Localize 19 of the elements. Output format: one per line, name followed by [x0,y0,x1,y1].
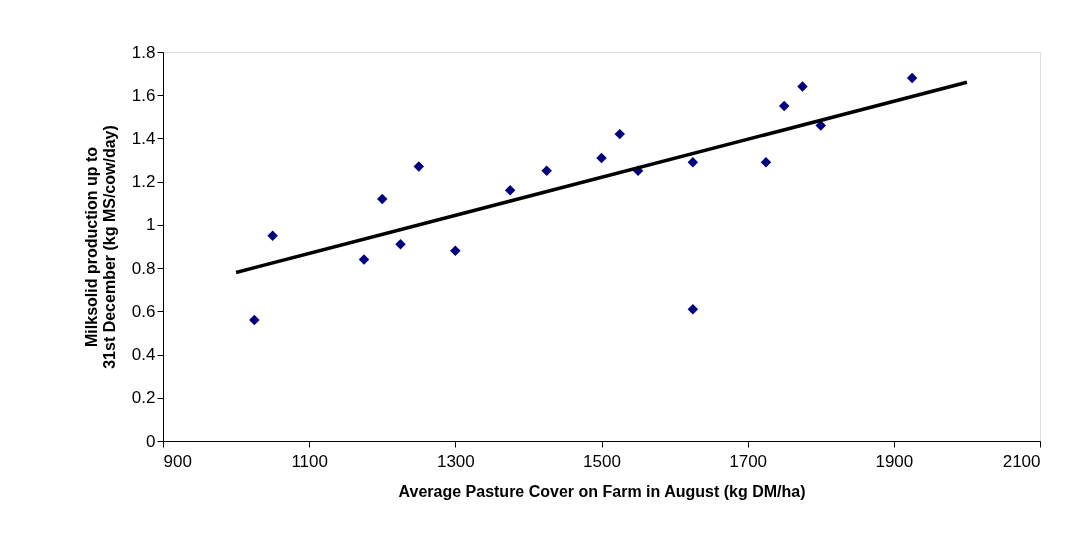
y-tick-label: 1.6 [131,85,156,105]
x-tick-label: 1500 [583,451,621,471]
x-tick-label: 900 [163,451,192,471]
y-tick-label: 1 [146,215,156,235]
y-tick-label: 0.4 [131,345,156,365]
y-tick-label: 1.2 [131,172,156,192]
x-tick-label: 1100 [291,451,328,471]
y-tick-label: 0.8 [131,258,156,278]
x-tick-label: 1700 [729,451,768,471]
x-tick-label: 1300 [436,451,475,471]
x-tick-label: 1900 [875,451,914,471]
y-tick-label: 0.6 [131,301,156,321]
y-tick-label: 0.2 [131,388,156,408]
y-tick-label: 1.4 [131,128,156,148]
x-tick-label: 2100 [1002,451,1041,471]
x-axis-title: Average Pasture Cover on Farm in August (kg DM/ha) [398,482,806,500]
y-tick-label: 1.8 [131,42,156,62]
y-axis-title: Milksolid production up to 31st December (kg MS/cow/day) [82,125,118,369]
y-tick-label: 0 [146,431,156,451]
